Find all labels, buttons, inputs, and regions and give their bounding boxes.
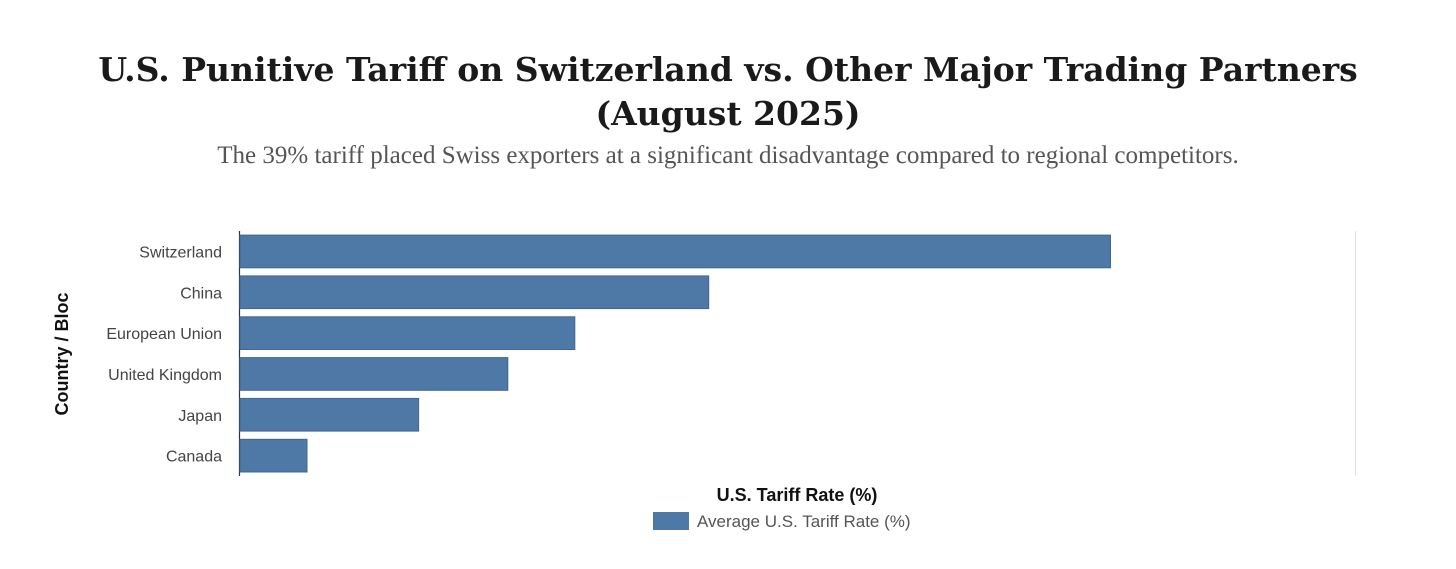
x-axis-title: U.S. Tariff Rate (%) xyxy=(717,485,878,505)
bar-canada[interactable] xyxy=(239,438,308,473)
category-label: Japan xyxy=(178,408,222,425)
bar-china[interactable] xyxy=(239,275,710,310)
category-label: China xyxy=(180,285,222,302)
category-label: United Kingdom xyxy=(108,367,222,384)
legend-swatch xyxy=(653,512,689,530)
legend-label: Average U.S. Tariff Rate (%) xyxy=(697,512,911,531)
legend[interactable]: Average U.S. Tariff Rate (%) xyxy=(653,512,911,531)
bar-european-union[interactable] xyxy=(239,316,576,350)
category-label: Canada xyxy=(166,449,222,466)
category-label: European Union xyxy=(106,326,222,343)
category-label: Switzerland xyxy=(139,244,222,261)
bar-series xyxy=(239,234,1111,473)
chart-subtitle: The 39% tariff placed Swiss exporters at… xyxy=(217,142,1239,169)
bar-switzerland[interactable] xyxy=(239,234,1111,269)
chart-title: U.S. Punitive Tariff on Switzerland vs. … xyxy=(98,50,1358,133)
category-labels: Switzerland China European Union United Kin… xyxy=(106,244,222,465)
bar-japan[interactable] xyxy=(239,397,420,432)
y-axis-title: Country / Bloc xyxy=(52,292,72,415)
bar-united-kingdom[interactable] xyxy=(239,357,509,391)
